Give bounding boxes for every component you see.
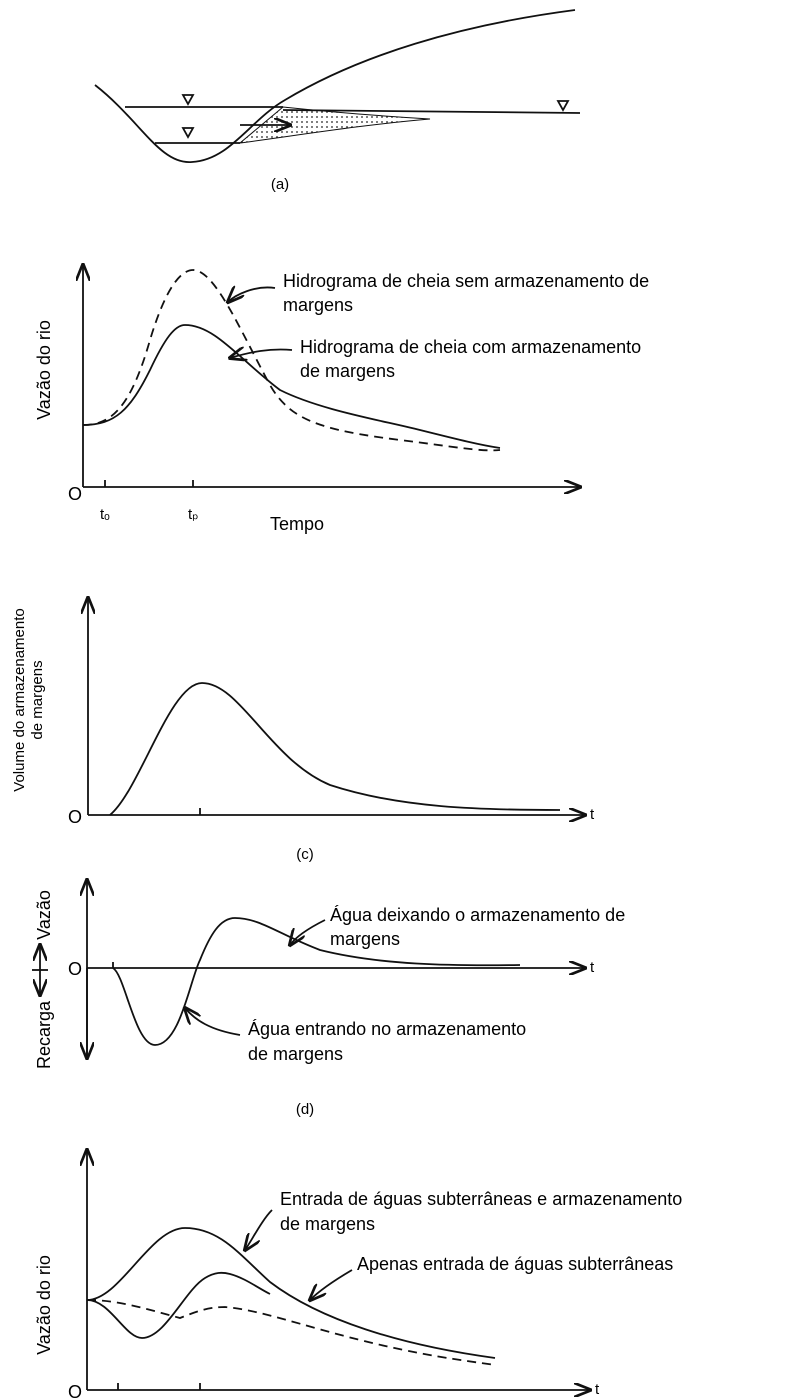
groundwater-only <box>86 1299 496 1366</box>
origin: O <box>68 484 82 504</box>
pointer <box>185 1008 241 1036</box>
channel-profile <box>94 9 576 163</box>
y-label-bottom: Recarga <box>34 1000 54 1069</box>
panel-b: O tₒ tₚ Tempo Vazão do rio Hidrograma de… <box>34 265 649 534</box>
x-label: t <box>595 1381 600 1398</box>
exchange-curve <box>112 917 521 1046</box>
x-label: t <box>590 959 595 976</box>
panel-a: (a) <box>94 9 581 193</box>
y-label: Vazão do rio <box>34 1255 54 1355</box>
caption: (d) <box>296 1101 314 1118</box>
annotation: Hidrograma de cheia com armazenamento <box>300 337 641 357</box>
hydrograph-with-storage <box>82 324 501 449</box>
origin: O <box>68 959 82 979</box>
water-mark <box>556 100 570 112</box>
storage-volume-curve <box>109 682 561 816</box>
groundwater-and-bank-storage <box>86 1271 271 1339</box>
y-label: Volume do armazenamento <box>11 608 28 791</box>
annotation: de margens <box>248 1044 343 1064</box>
annotation: Água deixando o armazenamento de <box>330 905 625 925</box>
annotation: de margens <box>300 361 395 381</box>
pointer <box>310 1269 353 1300</box>
annotation: margens <box>283 295 353 315</box>
pointer <box>228 287 276 302</box>
tp-label: tₚ <box>188 506 199 523</box>
annotation: Água entrando no armazenamento <box>248 1019 526 1039</box>
y-label: de margens <box>29 660 46 739</box>
caption: (c) <box>296 846 314 863</box>
origin: O <box>68 1382 82 1400</box>
t0-label: tₒ <box>100 506 110 523</box>
annotation: Entrada de águas subterrâneas e armazena… <box>280 1189 682 1209</box>
annotation: margens <box>330 929 400 949</box>
water-mark <box>181 94 195 106</box>
annotation: Apenas entrada de águas subterrâneas <box>357 1254 673 1274</box>
origin: O <box>68 807 82 827</box>
x-label: t <box>590 806 595 823</box>
hydrograph-without-storage <box>82 269 501 452</box>
pointer <box>230 349 293 358</box>
y-label-top: Vazão <box>34 890 54 940</box>
panel-e: O t Vazão do rio Entrada de águas subter… <box>34 1150 682 1400</box>
annotation: de margens <box>280 1214 375 1234</box>
y-label: Vazão do rio <box>34 320 54 420</box>
water-mark <box>181 127 195 139</box>
pointer <box>290 919 326 945</box>
panel-c: O t Volume do armazenamento de margens (… <box>11 598 595 863</box>
pointer <box>245 1209 273 1250</box>
x-label: Tempo <box>270 514 324 534</box>
annotation: Hidrograma de cheia sem armazenamento de <box>283 271 649 291</box>
water-table <box>282 109 581 114</box>
flood-hydrograph <box>86 1227 496 1359</box>
caption: (a) <box>271 176 289 193</box>
panel-d: O t Vazão Recarga Água deixando o armaze… <box>32 880 625 1118</box>
